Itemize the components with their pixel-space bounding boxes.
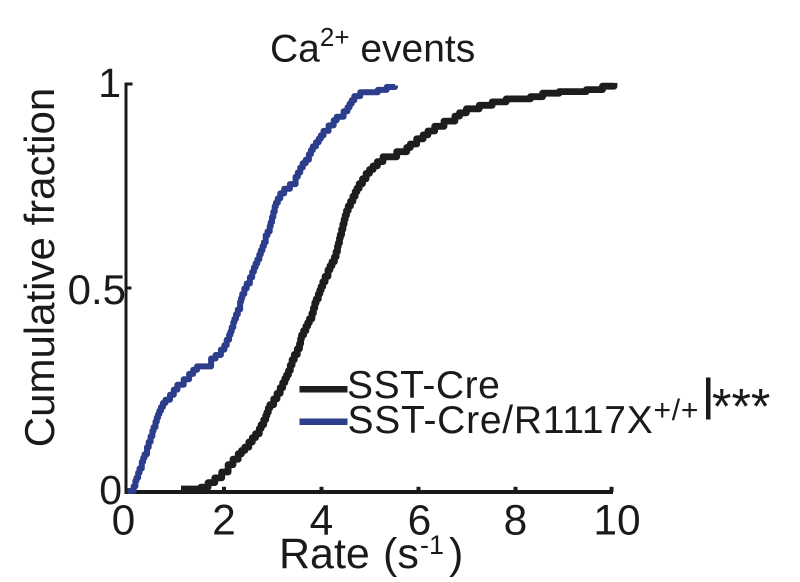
svg-text:Cumulative fraction: Cumulative fraction <box>16 88 63 447</box>
svg-text:-1: -1 <box>420 530 444 560</box>
svg-text:8: 8 <box>504 498 528 545</box>
svg-text:0: 0 <box>99 467 122 513</box>
svg-text:6: 6 <box>408 498 432 545</box>
svg-text:2: 2 <box>212 498 236 545</box>
svg-text:SST-Cre/R1117X+/+: SST-Cre/R1117X+/+ <box>348 394 700 442</box>
svg-text:1: 1 <box>98 60 121 106</box>
svg-text:10: 10 <box>593 498 640 545</box>
svg-text:0: 0 <box>112 498 136 545</box>
svg-text:0.5: 0.5 <box>68 266 126 313</box>
svg-text:Ca2+ events: Ca2+ events <box>270 22 475 71</box>
svg-text:(s: (s <box>383 530 419 578</box>
svg-text:): ) <box>449 530 463 578</box>
svg-text:4: 4 <box>310 498 334 545</box>
svg-text:SST-Cre: SST-Cre <box>347 364 500 407</box>
svg-text:***: *** <box>712 379 770 435</box>
svg-text:Rate: Rate <box>279 530 370 578</box>
